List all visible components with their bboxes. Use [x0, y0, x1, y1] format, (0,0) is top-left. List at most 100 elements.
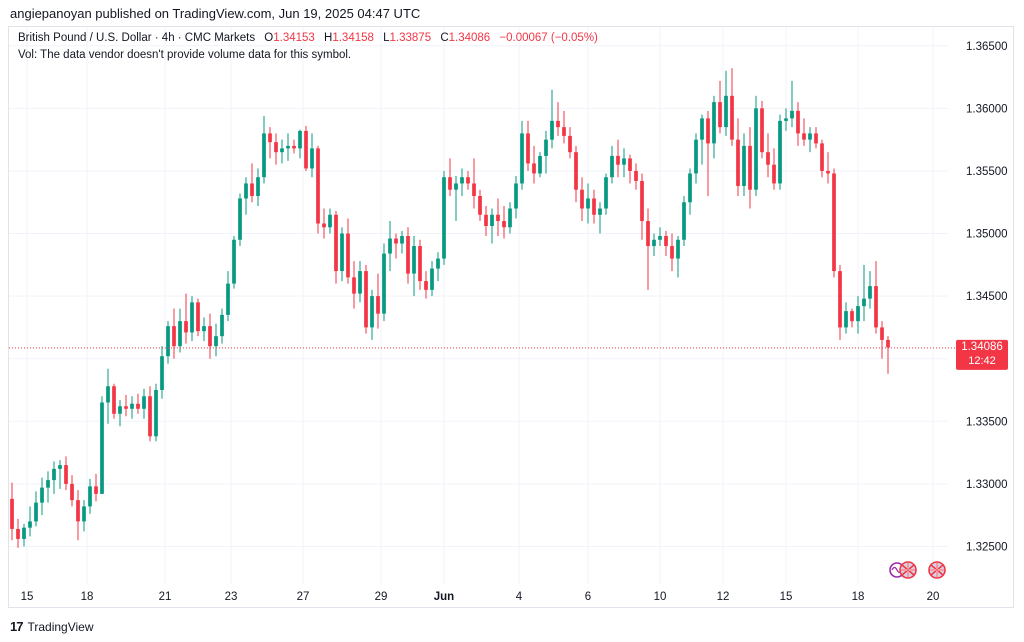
candle	[568, 127, 572, 159]
candle-body	[586, 198, 590, 209]
time-axis: 15 18 21 23 27 29 Jun 4 6 10 12 15 18 20	[21, 591, 940, 603]
candle-body	[736, 139, 740, 186]
candle-body	[106, 386, 110, 403]
candle	[292, 139, 296, 154]
price-tick-label: 1.36000	[966, 103, 1008, 115]
candle-body	[598, 208, 602, 215]
candle-body	[664, 236, 668, 247]
candle-body	[388, 238, 392, 254]
high-label: H	[324, 32, 333, 44]
time-tick-label: 12	[717, 591, 730, 603]
candle	[712, 95, 716, 159]
candle-body	[382, 253, 386, 314]
uk-flag-icon[interactable]	[899, 561, 917, 579]
candle-body	[754, 108, 758, 190]
candle-body	[502, 221, 506, 228]
candle-body	[238, 198, 242, 240]
candle	[274, 133, 278, 165]
candle	[358, 261, 362, 303]
candle-body	[70, 483, 74, 501]
candle	[772, 148, 776, 190]
candle	[406, 227, 410, 284]
candle	[736, 118, 740, 196]
candle	[28, 506, 32, 537]
candle	[748, 127, 752, 209]
candle-body	[880, 327, 884, 340]
candle	[706, 110, 710, 196]
candle-body	[622, 158, 626, 165]
price-tag-box	[956, 339, 1008, 370]
candle	[856, 296, 860, 334]
candle	[64, 456, 68, 491]
candle-body	[832, 173, 836, 272]
candle	[394, 233, 398, 259]
candle-body	[196, 302, 200, 332]
time-tick-label: 15	[780, 591, 793, 603]
time-tick-label: 20	[927, 591, 940, 603]
candle	[862, 264, 866, 322]
candle-body	[34, 502, 38, 522]
price-tick-label: 1.36500	[966, 41, 1008, 53]
candle	[34, 491, 38, 527]
candle-body	[730, 95, 734, 140]
candle	[472, 158, 476, 209]
candle	[694, 133, 698, 184]
time-tick-label: 18	[852, 591, 865, 603]
candle-body	[514, 183, 518, 209]
close-value: 1.34086	[448, 32, 491, 44]
candle-body	[826, 170, 830, 174]
chart-frame	[8, 26, 1014, 608]
candle-body	[370, 296, 374, 328]
symbol-title[interactable]: British Pound / U.S. Dollar · 4h · CMC M…	[18, 32, 256, 44]
candle	[478, 189, 482, 222]
candle	[382, 243, 386, 322]
low-label: L	[383, 32, 390, 44]
candle	[304, 125, 308, 171]
candle-body	[190, 302, 194, 333]
candle-body	[676, 239, 680, 259]
candle	[880, 321, 884, 359]
candle	[52, 461, 56, 494]
candle-body	[112, 386, 116, 414]
candle-body	[442, 177, 446, 259]
candle	[520, 120, 524, 190]
candle-body	[256, 177, 260, 196]
candle-body	[508, 208, 512, 228]
candle-body	[796, 110, 800, 134]
candle-body	[706, 118, 710, 144]
candle	[604, 173, 608, 215]
candle	[340, 227, 344, 282]
candles	[10, 68, 890, 548]
candle	[640, 173, 644, 240]
candle-body	[394, 238, 398, 244]
candle	[724, 70, 728, 136]
price-tag[interactable]: 1.34086 12:42	[956, 339, 1008, 370]
candle	[286, 133, 290, 161]
candle-body	[592, 198, 596, 215]
candle-body	[850, 311, 854, 322]
candle-body	[364, 271, 368, 328]
candle-body	[178, 321, 182, 347]
candle-body	[208, 326, 212, 347]
close-label: C	[440, 32, 449, 44]
tradingview-logo[interactable]: 17 TradingView	[10, 619, 94, 634]
price-tick-label: 1.35000	[966, 229, 1008, 241]
candle-body	[544, 139, 548, 156]
candle	[796, 102, 800, 146]
candle-body	[526, 133, 530, 164]
candle	[280, 139, 284, 164]
candle	[76, 490, 80, 541]
candle	[298, 129, 302, 159]
candle-body	[616, 155, 620, 165]
candle-body	[16, 528, 20, 539]
candle-body	[352, 277, 356, 294]
time-tick-label: 15	[21, 591, 34, 603]
candle-body	[130, 403, 134, 409]
candle	[616, 139, 620, 178]
candle-body	[340, 233, 344, 272]
uk-flag-icon[interactable]	[928, 561, 946, 579]
price-tick-label: 1.33000	[966, 479, 1008, 491]
candle	[136, 393, 140, 414]
candle-body	[856, 306, 860, 322]
